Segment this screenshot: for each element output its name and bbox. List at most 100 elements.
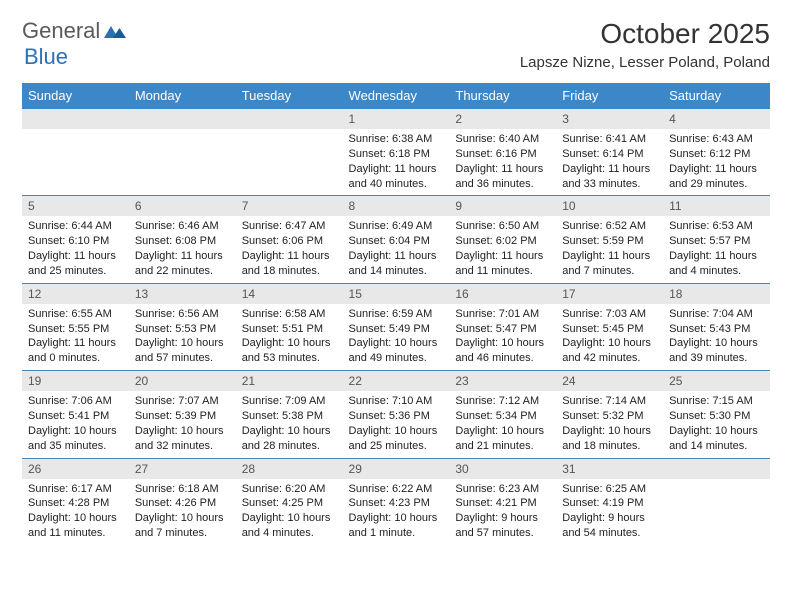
calendar-day-cell: 23Sunrise: 7:12 AMSunset: 5:34 PMDayligh…: [449, 371, 556, 458]
day-number: 31: [556, 459, 663, 479]
day-info: Sunrise: 6:50 AMSunset: 6:02 PMDaylight:…: [449, 216, 556, 282]
day-info: Sunrise: 7:15 AMSunset: 5:30 PMDaylight:…: [663, 391, 770, 457]
day-number: 22: [343, 371, 450, 391]
day-number: 12: [22, 284, 129, 304]
day-info: Sunrise: 6:18 AMSunset: 4:26 PMDaylight:…: [129, 479, 236, 545]
day-number: 23: [449, 371, 556, 391]
calendar-day-cell: 6Sunrise: 6:46 AMSunset: 6:08 PMDaylight…: [129, 196, 236, 283]
calendar-day-cell: 27Sunrise: 6:18 AMSunset: 4:26 PMDayligh…: [129, 458, 236, 545]
day-info: Sunrise: 6:46 AMSunset: 6:08 PMDaylight:…: [129, 216, 236, 282]
logo-text-blue: Blue: [24, 44, 68, 70]
day-number: 3: [556, 109, 663, 129]
calendar-day-cell: 11Sunrise: 6:53 AMSunset: 5:57 PMDayligh…: [663, 196, 770, 283]
calendar-day-cell: 4Sunrise: 6:43 AMSunset: 6:12 PMDaylight…: [663, 109, 770, 196]
logo-triangle-icon: [104, 18, 126, 44]
day-info: Sunrise: 7:04 AMSunset: 5:43 PMDaylight:…: [663, 304, 770, 370]
calendar-day-cell: [22, 109, 129, 196]
day-info: Sunrise: 6:17 AMSunset: 4:28 PMDaylight:…: [22, 479, 129, 545]
calendar-day-cell: [236, 109, 343, 196]
calendar-day-cell: 10Sunrise: 6:52 AMSunset: 5:59 PMDayligh…: [556, 196, 663, 283]
calendar-day-cell: 12Sunrise: 6:55 AMSunset: 5:55 PMDayligh…: [22, 283, 129, 370]
calendar-day-cell: 18Sunrise: 7:04 AMSunset: 5:43 PMDayligh…: [663, 283, 770, 370]
day-number: 5: [22, 196, 129, 216]
calendar-day-cell: 21Sunrise: 7:09 AMSunset: 5:38 PMDayligh…: [236, 371, 343, 458]
day-info: Sunrise: 6:43 AMSunset: 6:12 PMDaylight:…: [663, 129, 770, 195]
logo: General: [22, 18, 128, 44]
header: General October 2025 Lapsze Nizne, Lesse…: [22, 18, 770, 71]
day-info: Sunrise: 7:03 AMSunset: 5:45 PMDaylight:…: [556, 304, 663, 370]
day-number: 9: [449, 196, 556, 216]
calendar-day-cell: 2Sunrise: 6:40 AMSunset: 6:16 PMDaylight…: [449, 109, 556, 196]
day-number: [22, 109, 129, 129]
day-number: 30: [449, 459, 556, 479]
calendar-day-cell: 25Sunrise: 7:15 AMSunset: 5:30 PMDayligh…: [663, 371, 770, 458]
calendar-day-cell: [129, 109, 236, 196]
day-number: 24: [556, 371, 663, 391]
day-info: Sunrise: 6:40 AMSunset: 6:16 PMDaylight:…: [449, 129, 556, 195]
calendar-day-cell: 17Sunrise: 7:03 AMSunset: 5:45 PMDayligh…: [556, 283, 663, 370]
day-info: Sunrise: 6:44 AMSunset: 6:10 PMDaylight:…: [22, 216, 129, 282]
location-text: Lapsze Nizne, Lesser Poland, Poland: [520, 54, 770, 71]
day-number: 1: [343, 109, 450, 129]
logo-text-general: General: [22, 18, 100, 44]
calendar-day-cell: 8Sunrise: 6:49 AMSunset: 6:04 PMDaylight…: [343, 196, 450, 283]
day-number: 8: [343, 196, 450, 216]
day-number: 21: [236, 371, 343, 391]
weekday-header: Thursday: [449, 83, 556, 109]
calendar-body: 1Sunrise: 6:38 AMSunset: 6:18 PMDaylight…: [22, 109, 770, 545]
calendar-day-cell: 14Sunrise: 6:58 AMSunset: 5:51 PMDayligh…: [236, 283, 343, 370]
day-info: Sunrise: 6:55 AMSunset: 5:55 PMDaylight:…: [22, 304, 129, 370]
calendar-table: SundayMondayTuesdayWednesdayThursdayFrid…: [22, 83, 770, 545]
calendar-day-cell: 9Sunrise: 6:50 AMSunset: 6:02 PMDaylight…: [449, 196, 556, 283]
day-info: Sunrise: 7:12 AMSunset: 5:34 PMDaylight:…: [449, 391, 556, 457]
day-number: 7: [236, 196, 343, 216]
day-number: 14: [236, 284, 343, 304]
day-info: Sunrise: 6:53 AMSunset: 5:57 PMDaylight:…: [663, 216, 770, 282]
day-number: [129, 109, 236, 129]
calendar-day-cell: 19Sunrise: 7:06 AMSunset: 5:41 PMDayligh…: [22, 371, 129, 458]
day-info: Sunrise: 6:56 AMSunset: 5:53 PMDaylight:…: [129, 304, 236, 370]
calendar-day-cell: 31Sunrise: 6:25 AMSunset: 4:19 PMDayligh…: [556, 458, 663, 545]
calendar-day-cell: 26Sunrise: 6:17 AMSunset: 4:28 PMDayligh…: [22, 458, 129, 545]
day-info: Sunrise: 7:01 AMSunset: 5:47 PMDaylight:…: [449, 304, 556, 370]
day-info: Sunrise: 6:23 AMSunset: 4:21 PMDaylight:…: [449, 479, 556, 545]
day-number: 10: [556, 196, 663, 216]
calendar-day-cell: 20Sunrise: 7:07 AMSunset: 5:39 PMDayligh…: [129, 371, 236, 458]
calendar-week-row: 19Sunrise: 7:06 AMSunset: 5:41 PMDayligh…: [22, 371, 770, 458]
day-info: Sunrise: 6:22 AMSunset: 4:23 PMDaylight:…: [343, 479, 450, 545]
day-number: 11: [663, 196, 770, 216]
month-title: October 2025: [520, 18, 770, 50]
calendar-day-cell: 7Sunrise: 6:47 AMSunset: 6:06 PMDaylight…: [236, 196, 343, 283]
day-info: Sunrise: 7:10 AMSunset: 5:36 PMDaylight:…: [343, 391, 450, 457]
day-number: 20: [129, 371, 236, 391]
calendar-week-row: 1Sunrise: 6:38 AMSunset: 6:18 PMDaylight…: [22, 109, 770, 196]
day-number: 29: [343, 459, 450, 479]
calendar-day-cell: 1Sunrise: 6:38 AMSunset: 6:18 PMDaylight…: [343, 109, 450, 196]
day-number: 16: [449, 284, 556, 304]
day-number: [236, 109, 343, 129]
calendar-week-row: 26Sunrise: 6:17 AMSunset: 4:28 PMDayligh…: [22, 458, 770, 545]
day-info: Sunrise: 6:49 AMSunset: 6:04 PMDaylight:…: [343, 216, 450, 282]
day-number: 6: [129, 196, 236, 216]
day-number: [663, 459, 770, 479]
day-info: Sunrise: 6:52 AMSunset: 5:59 PMDaylight:…: [556, 216, 663, 282]
calendar-day-cell: 15Sunrise: 6:59 AMSunset: 5:49 PMDayligh…: [343, 283, 450, 370]
calendar-day-cell: 24Sunrise: 7:14 AMSunset: 5:32 PMDayligh…: [556, 371, 663, 458]
calendar-week-row: 12Sunrise: 6:55 AMSunset: 5:55 PMDayligh…: [22, 283, 770, 370]
day-number: 17: [556, 284, 663, 304]
day-number: 25: [663, 371, 770, 391]
calendar-day-cell: 3Sunrise: 6:41 AMSunset: 6:14 PMDaylight…: [556, 109, 663, 196]
day-info: Sunrise: 7:07 AMSunset: 5:39 PMDaylight:…: [129, 391, 236, 457]
day-number: 13: [129, 284, 236, 304]
day-number: 4: [663, 109, 770, 129]
day-number: 26: [22, 459, 129, 479]
day-number: 28: [236, 459, 343, 479]
calendar-day-cell: 22Sunrise: 7:10 AMSunset: 5:36 PMDayligh…: [343, 371, 450, 458]
calendar-day-cell: 28Sunrise: 6:20 AMSunset: 4:25 PMDayligh…: [236, 458, 343, 545]
day-info: Sunrise: 6:59 AMSunset: 5:49 PMDaylight:…: [343, 304, 450, 370]
calendar-day-cell: 30Sunrise: 6:23 AMSunset: 4:21 PMDayligh…: [449, 458, 556, 545]
day-number: 2: [449, 109, 556, 129]
weekday-header: Monday: [129, 83, 236, 109]
weekday-header-row: SundayMondayTuesdayWednesdayThursdayFrid…: [22, 83, 770, 109]
day-info: Sunrise: 7:09 AMSunset: 5:38 PMDaylight:…: [236, 391, 343, 457]
